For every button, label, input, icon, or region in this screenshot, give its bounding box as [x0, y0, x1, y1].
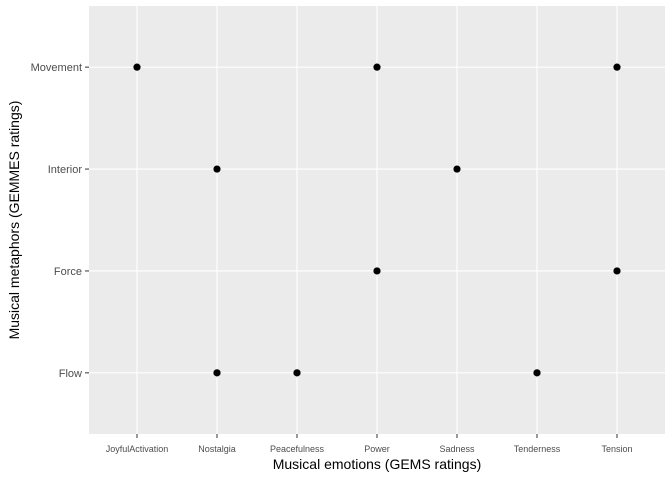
data-point	[213, 165, 221, 173]
axis-ticks	[85, 66, 618, 438]
x-tick-label: Nostalgia	[198, 444, 236, 454]
x-tick-labels: JoyfulActivation Nostalgia Peacefulness Pow…	[106, 444, 633, 454]
x-axis-title: Musical emotions (GEMS ratings)	[273, 456, 482, 472]
x-tick-label: Tension	[601, 444, 632, 454]
y-tick-label: Movement	[31, 62, 82, 74]
y-axis-title: Musical metaphors (GEMMES ratings)	[6, 101, 22, 340]
data-point	[373, 63, 381, 71]
y-tick-labels: Flow Force Interior Movement	[31, 62, 83, 380]
data-point	[293, 369, 301, 377]
data-point	[533, 369, 541, 377]
data-point	[613, 267, 621, 275]
x-tick-label: Power	[364, 444, 390, 454]
data-point	[133, 63, 141, 71]
y-tick-label: Interior	[48, 164, 83, 176]
y-tick-label: Force	[54, 266, 82, 278]
data-point	[373, 267, 381, 275]
data-point	[613, 63, 621, 71]
data-point	[213, 369, 221, 377]
x-tick-label: Peacefulness	[270, 444, 325, 454]
data-point	[453, 165, 461, 173]
y-tick-label: Flow	[59, 368, 82, 380]
x-tick-label: JoyfulActivation	[106, 444, 169, 454]
x-tick-label: Tenderness	[514, 444, 561, 454]
x-tick-label: Sadness	[439, 444, 475, 454]
data-points	[133, 63, 621, 377]
